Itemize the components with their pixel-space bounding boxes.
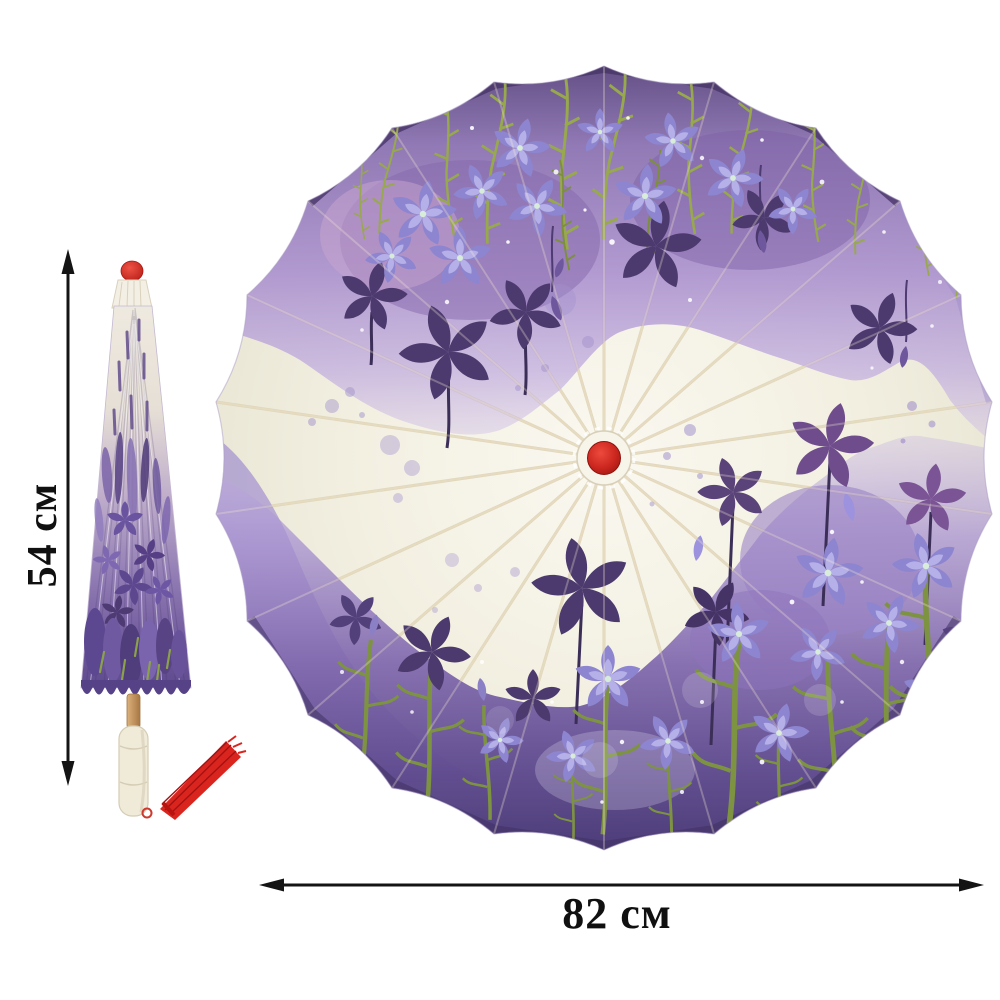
arrowhead-down [61,761,75,786]
height-dimension-label: 54 см [20,482,66,588]
flower-stems [330,164,974,848]
umbrella-red-tip [120,260,144,282]
width-dimension-arrow [259,878,984,892]
arrowhead-right [959,878,984,892]
arrowhead-up [61,249,75,274]
wooden-shaft [126,693,141,729]
width-dimension-label: 82 см [562,889,672,938]
open-umbrella [215,65,993,851]
arrowhead-left [259,878,284,892]
closed-umbrella [80,260,247,820]
hub-red-cap [587,441,621,475]
height-dimension-arrow [61,249,75,786]
open-umbrella-canopy [216,66,992,850]
folded-canopy [80,305,192,695]
umbrella-top-collar [111,279,153,309]
sparkle-dots [340,116,942,804]
ivory-handle [118,725,149,817]
umbrella-hub [572,426,636,490]
red-tassel [141,735,247,820]
